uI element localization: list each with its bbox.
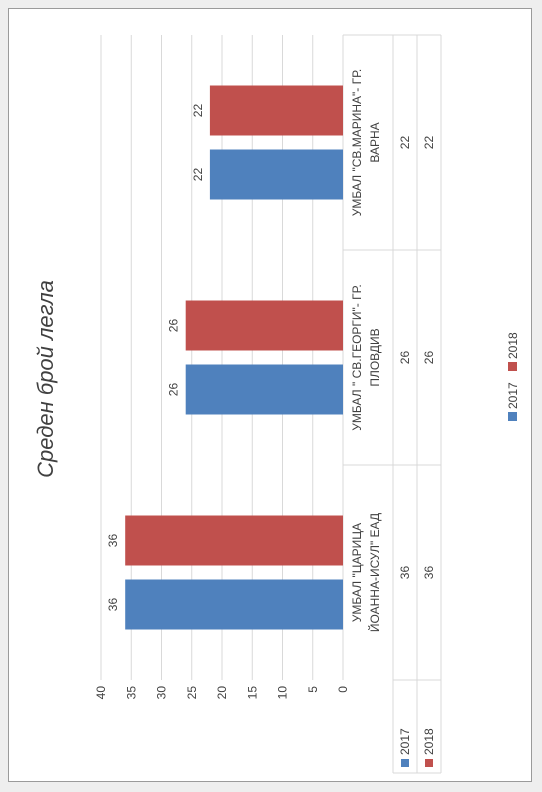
series-name: 2017 [398,728,412,755]
table-value: 26 [398,351,412,365]
legend-key-2018 [425,759,433,767]
y-tick-label: 25 [185,686,199,700]
y-tick-label: 35 [124,686,138,700]
category-label: ПЛОВДИВ [368,328,382,386]
data-label: 36 [106,598,120,612]
table-value: 22 [422,136,436,150]
data-label: 26 [167,319,181,333]
bar-2018-2[interactable] [185,300,343,351]
data-label: 26 [167,383,181,397]
y-tick-label: 20 [215,686,229,700]
legend-label: 2017 [506,382,520,409]
series-name: 2018 [422,728,436,755]
legend-swatch-2018 [508,362,517,371]
y-tick-label: 30 [155,686,169,700]
data-label: 22 [191,104,205,118]
bar-2017-2[interactable] [185,364,343,415]
legend-key-2017 [401,759,409,767]
y-tick-label: 10 [276,686,290,700]
data-label: 22 [191,168,205,182]
bar-2018-1[interactable] [125,515,343,566]
y-tick-label: 40 [94,686,108,700]
category-label: ВАРНА [368,122,382,162]
y-tick-label: 0 [336,686,350,693]
legend-swatch-2017 [508,412,517,421]
bar-2017-3[interactable] [209,149,343,200]
category-label: УМБАЛ "СВ.МАРИНА"- ГР. [350,69,364,216]
table-value: 22 [398,136,412,150]
bar-chart: 0 5 10 15 20 25 30 35 40 36 36 26 26 22 22 УМБАЛ "ЦАРИЦ… [33,34,520,774]
chart-frame: 0 5 10 15 20 25 30 35 40 36 36 26 26 22 22 УМБАЛ "ЦАРИЦ… [8,8,532,782]
table-value: 36 [422,566,436,580]
category-label: УМБАЛ " СВ.ГЕОРГИ"- ГР. [350,284,364,430]
data-label: 36 [106,534,120,548]
chart-title: Среден брой легла [33,280,58,478]
bar-2017-1[interactable] [125,579,343,630]
table-value: 26 [422,351,436,365]
category-label: УМБАЛ "ЦАРИЦА [350,523,364,622]
y-tick-label: 5 [306,686,320,693]
table-value: 36 [398,566,412,580]
y-tick-label: 15 [245,686,259,700]
legend-label: 2018 [506,332,520,359]
category-label: ЙОАННА-ИСУЛ" ЕАД [367,513,382,632]
bar-2018-3[interactable] [209,85,343,136]
